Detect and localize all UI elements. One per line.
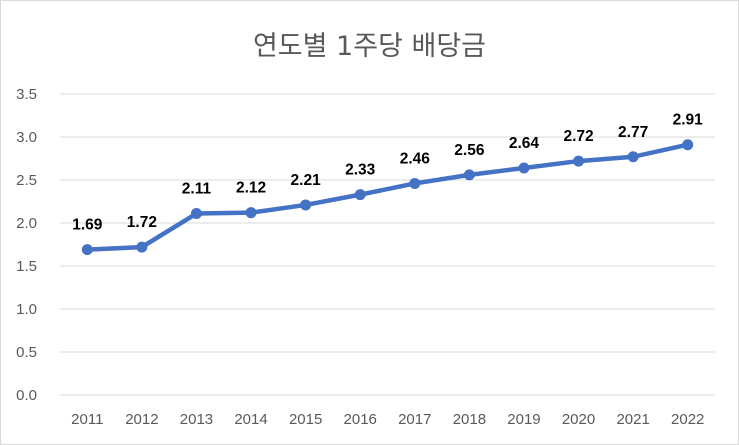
- data-label: 2.46: [400, 150, 431, 167]
- data-label: 2.77: [618, 124, 648, 141]
- x-tick-label: 2017: [398, 411, 431, 428]
- data-point: [136, 241, 148, 253]
- data-point: [627, 151, 639, 163]
- data-point: [190, 208, 202, 220]
- data-point: [682, 139, 694, 151]
- data-label: 2.64: [509, 135, 540, 152]
- series: [81, 139, 694, 256]
- y-tick-label: 2.0: [16, 215, 37, 232]
- data-label: 1.69: [72, 217, 103, 234]
- x-tick-label: 2015: [289, 411, 322, 428]
- x-tick-label: 2014: [234, 411, 267, 428]
- x-axis-ticks: 2011 2012 2013 2014 2015 2016 2017 2018 2019 2020…: [71, 411, 704, 428]
- data-point: [245, 207, 257, 219]
- data-label: 2.11: [182, 181, 212, 198]
- data-point: [518, 162, 530, 174]
- data-label: 2.21: [291, 172, 322, 189]
- x-tick-label: 2019: [507, 411, 540, 428]
- x-tick-label: 2011: [71, 411, 103, 428]
- data-label: 2.72: [563, 128, 593, 145]
- gridlines: [60, 93, 715, 396]
- x-tick-label: 2022: [671, 411, 704, 428]
- y-tick-label: 2.5: [16, 172, 37, 189]
- data-point: [573, 155, 585, 167]
- x-tick-label: 2018: [453, 411, 486, 428]
- data-point: [409, 177, 421, 189]
- chart-title: 연도별 1주당 배당금: [252, 31, 487, 62]
- data-label: 1.72: [127, 214, 157, 231]
- x-tick-label: 2012: [125, 411, 158, 428]
- y-tick-label: 1.0: [16, 301, 37, 318]
- data-point: [354, 189, 366, 201]
- data-labels: 1.69 1.72 2.11 2.12 2.21 2.33 2.46 2.56 2.64 2.72…: [72, 112, 703, 234]
- y-tick-label: 3.0: [16, 129, 37, 146]
- y-tick-label: 0.0: [16, 387, 37, 404]
- y-tick-label: 0.5: [16, 344, 37, 361]
- x-tick-label: 2021: [616, 411, 649, 428]
- series-line: [85, 142, 690, 252]
- data-label: 2.56: [454, 142, 485, 159]
- x-tick-label: 2013: [180, 411, 213, 428]
- data-point: [300, 199, 312, 211]
- data-point: [81, 244, 93, 256]
- y-tick-label: 1.5: [16, 258, 37, 275]
- x-tick-label: 2016: [344, 411, 377, 428]
- data-point: [463, 169, 475, 181]
- data-label: 2.91: [673, 112, 704, 129]
- x-tick-label: 2020: [562, 411, 595, 428]
- y-tick-label: 3.5: [16, 86, 37, 103]
- y-axis-ticks: 0.0 0.5 1.0 1.5 2.0 2.5 3.0 3.5: [16, 86, 37, 404]
- data-label: 2.33: [345, 162, 376, 179]
- data-label: 2.12: [236, 180, 266, 197]
